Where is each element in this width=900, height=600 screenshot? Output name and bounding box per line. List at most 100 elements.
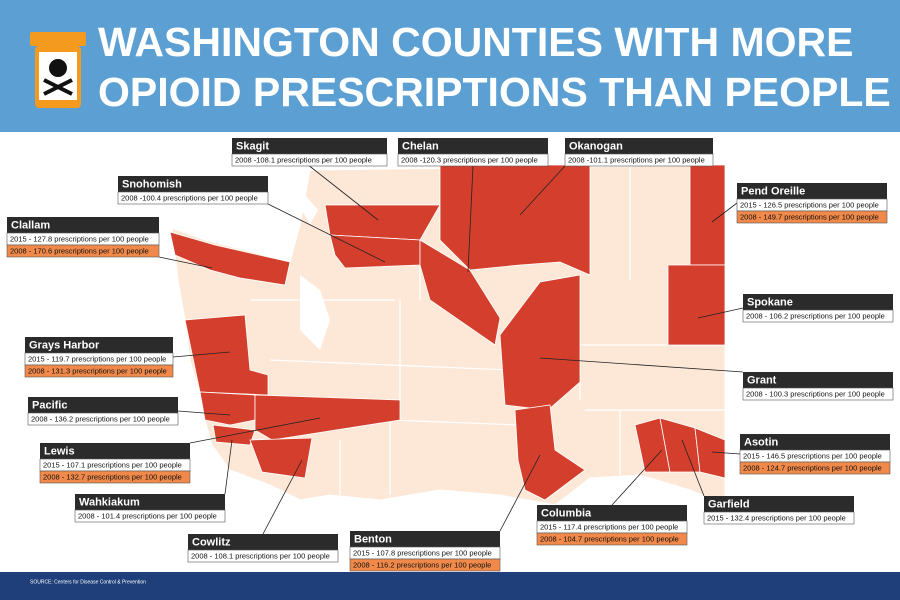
callout-name-bar (743, 294, 893, 310)
county-name: Benton (354, 533, 392, 545)
leader-line (158, 256, 213, 269)
footer-band (0, 572, 900, 600)
leader-line (224, 439, 233, 495)
callout: Chelan 2008 -120.3 prescriptions per 100 … (397, 138, 549, 167)
title-line: WASHINGTON COUNTIES WITH MORE (98, 19, 853, 65)
callout-line: 2015 - 126.5 prescriptions per 100 peopl… (740, 200, 879, 209)
callout-name-bar (188, 534, 338, 550)
callout-name-bar (565, 138, 713, 154)
callout: Asotin 2015 - 146.5 prescriptions per 100… (739, 434, 891, 475)
callout-name-bar (118, 176, 268, 192)
callout-name-bar (7, 217, 159, 233)
county-name: Grant (747, 374, 777, 386)
callout-line: 2015 - 132.4 prescriptions per 100 peopl… (707, 513, 846, 522)
county-name: Asotin (744, 436, 779, 448)
callout-line-box (187, 549, 339, 563)
callout-name-bar (232, 138, 387, 154)
county-name: Snohomish (122, 178, 182, 190)
callout-line: 2008 - 104.7 prescriptions per 100 peopl… (540, 534, 679, 543)
county-name: Garfield (708, 498, 750, 510)
county (324, 204, 441, 241)
county-name: Okanogan (569, 140, 623, 152)
county-name: Pacific (32, 399, 67, 411)
leader-line (611, 449, 663, 506)
callout-line: 2008 -101.1 prescriptions per 100 people (568, 155, 705, 164)
callout-line: 2008 - 170.6 prescriptions per 100 peopl… (10, 246, 149, 255)
county-name: Wahkiakum (79, 496, 140, 508)
county-name: Skagit (236, 140, 269, 152)
callout: Snohomish 2008 -100.4 prescriptions per 1… (117, 176, 269, 205)
callout: Grays Harbor 2015 - 119.7 prescriptions p… (24, 337, 174, 378)
leader-line (539, 357, 744, 373)
county (249, 437, 313, 479)
callout-line: 2008 - 116.2 prescriptions per 100 peopl… (353, 560, 491, 569)
leader-line (681, 439, 705, 497)
leader-line (177, 410, 231, 416)
leader-line (519, 165, 566, 216)
callout-line: 2008 -120.3 prescriptions per 100 people (401, 155, 538, 164)
county-name: Pend Oreille (741, 185, 805, 197)
county-name: Grays Harbor (29, 339, 100, 351)
callout-name-bar (537, 505, 687, 521)
leader-line (711, 451, 741, 455)
callout-line-box (117, 191, 269, 205)
callout: Okanogan 2008 -101.1 prescriptions per 10… (564, 138, 714, 167)
leader-line (499, 454, 541, 532)
callout-line-box (231, 153, 388, 167)
callout: Cowlitz 2008 - 108.1 prescriptions per 10… (187, 534, 339, 563)
callout: Clallam 2015 - 127.8 prescriptions per 10… (6, 217, 160, 258)
county (689, 164, 726, 266)
leader-line (697, 307, 744, 319)
callout: Pend Oreille 2015 - 126.5 prescriptions p… (736, 183, 888, 224)
callout-line: 2008 - 124.7 prescriptions per 100 peopl… (743, 463, 882, 472)
leader-line (189, 417, 321, 444)
county-name: Cowlitz (192, 536, 231, 548)
callout-line-box (736, 210, 888, 224)
callout: Lewis 2015 - 107.1 prescriptions per 100 … (39, 443, 191, 484)
callout-line: 2008 - 100.3 prescriptions per 100 peopl… (746, 389, 885, 398)
callout-line-box (349, 558, 501, 572)
callout-line: 2015 - 107.8 prescriptions per 100 peopl… (353, 548, 492, 557)
callout-line: 2008 -100.4 prescriptions per 100 people (121, 193, 258, 202)
callout-line: 2008 - 132.7 prescriptions per 100 peopl… (43, 472, 182, 481)
callout-line-box (24, 364, 174, 378)
callout-line-box (742, 309, 894, 323)
callout: Spokane 2008 - 106.2 prescriptions per 10… (742, 294, 894, 323)
county (199, 391, 256, 426)
county (254, 394, 401, 441)
callout-line: 2008 - 131.3 prescriptions per 100 peopl… (28, 366, 167, 375)
callout-line: 2015 - 117.4 prescriptions per 100 peopl… (540, 522, 678, 531)
county (419, 239, 501, 346)
callout-line: 2008 - 136.2 prescriptions per 100 peopl… (31, 414, 170, 423)
callout-name-bar (740, 434, 890, 450)
callout-line-box (739, 461, 891, 475)
callout-line: 2008 - 149.7 prescriptions per 100 peopl… (740, 212, 879, 221)
county (169, 231, 291, 286)
callout-line-box (74, 509, 226, 523)
callout-line: 2008 - 106.2 prescriptions per 100 peopl… (746, 311, 885, 320)
county (212, 424, 256, 446)
callout-line: 2015 - 146.5 prescriptions per 100 peopl… (743, 451, 882, 460)
source: SOURCE: Centers for Disease Control & Pr… (30, 579, 146, 585)
county-name: Columbia (541, 507, 592, 519)
county (329, 234, 421, 269)
callout: Columbia 2015 - 117.4 prescriptions per 1… (536, 505, 688, 546)
callout-line: 2015 - 127.8 prescriptions per 100 peopl… (10, 234, 149, 243)
county (439, 164, 591, 276)
county (514, 404, 586, 501)
callout-line-box (6, 244, 160, 258)
pill-bottle-icon (30, 32, 86, 108)
callout-line-box (564, 153, 714, 167)
county-name: Lewis (44, 445, 75, 457)
leader-line (262, 459, 303, 535)
callout: Grant 2008 - 100.3 prescriptions per 100 … (742, 372, 894, 401)
callout: Skagit 2008 -108.1 prescriptions per 100 … (231, 138, 388, 167)
callout: Wahkiakum 2008 - 101.4 prescriptions per … (74, 494, 226, 523)
leader-line (711, 202, 738, 223)
county-name: Chelan (402, 140, 439, 152)
leader-line (467, 165, 474, 273)
callout-line-box (742, 387, 894, 401)
title-line: OPIOID PRESCRIPTIONS THAN PEOPLE (98, 69, 891, 115)
callout-name-bar (25, 337, 173, 353)
